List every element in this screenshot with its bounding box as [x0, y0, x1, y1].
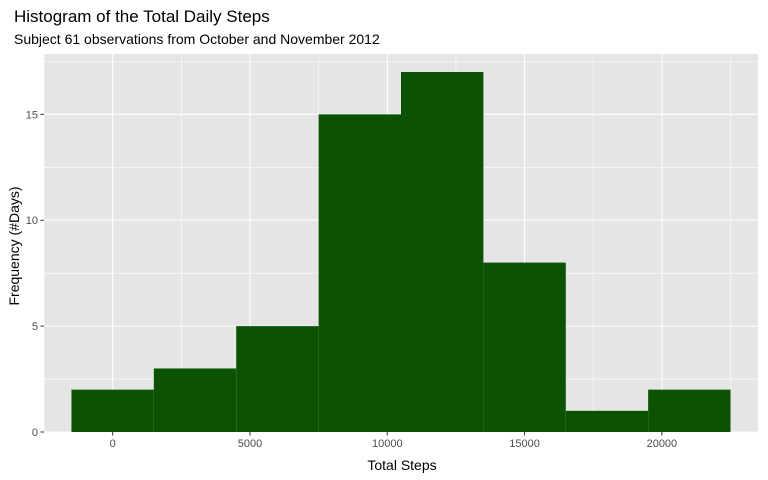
chart-subtitle: Subject 61 observations from October and…	[14, 31, 380, 47]
axis-ticks	[40, 113, 663, 436]
x-tick-labels: 0 5000 10000 15000 20000	[110, 438, 678, 450]
chart-title: Histogram of the Total Daily Steps	[14, 7, 270, 26]
histogram-bar	[565, 410, 649, 432]
histogram-bar	[483, 262, 566, 432]
histogram-bar	[648, 389, 731, 432]
histogram-bar	[401, 72, 484, 432]
y-tick-label: 10	[26, 215, 38, 227]
x-tick-label: 0	[110, 438, 116, 450]
y-tick-label: 0	[32, 427, 38, 439]
histogram-bar	[236, 326, 319, 432]
x-tick-label: 10000	[372, 438, 403, 450]
x-tick-label: 15000	[509, 438, 540, 450]
x-axis-title: Total Steps	[367, 457, 436, 473]
histogram-bar	[318, 114, 401, 433]
y-tick-label: 15	[26, 109, 38, 121]
x-tick-label: 5000	[238, 438, 262, 450]
histogram-bars	[71, 72, 731, 433]
x-tick-label: 20000	[647, 438, 678, 450]
y-axis-title: Frequency (#Days)	[6, 186, 22, 305]
y-tick-label: 5	[32, 321, 38, 333]
histogram-bar	[71, 389, 154, 432]
y-tick-labels: 0 5 10 15	[26, 109, 38, 439]
histogram-bar	[153, 368, 237, 432]
